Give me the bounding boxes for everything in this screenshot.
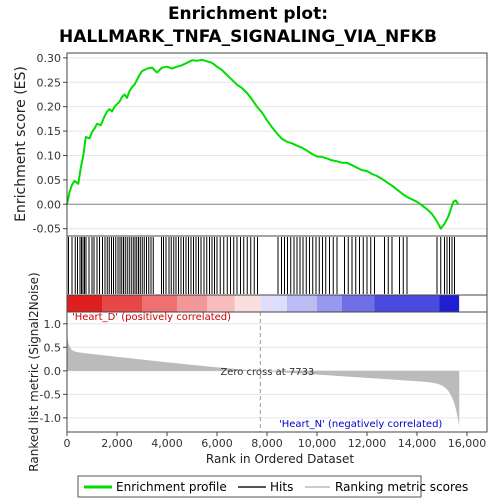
x-tick-label: 12,000 [348, 437, 387, 450]
heat-bar-end [459, 295, 487, 312]
heat-segment [234, 295, 261, 312]
heat-segment [287, 295, 317, 312]
es-y-tick-label: 0.25 [37, 76, 62, 89]
x-tick-label: 14,000 [398, 437, 437, 450]
es-panel-background [67, 53, 487, 236]
es-y-axis-label: Enrichment score (ES) [13, 66, 29, 222]
heat-segment [439, 295, 460, 312]
legend-label-enrichment-profile: Enrichment profile [116, 480, 227, 494]
heat-segment [177, 295, 207, 312]
x-tick-label: 16,000 [448, 437, 487, 450]
es-y-tick-label: -0.05 [33, 223, 61, 236]
ranking-heat-bar [67, 295, 487, 312]
heat-segment [67, 295, 102, 312]
enrichment-profile-line [66, 58, 460, 230]
positive-correlation-label: 'Heart_D' (positively correlated) [72, 312, 231, 323]
es-y-tick-label: 0.10 [37, 149, 62, 162]
chart-title-line2: HALLMARK_TNFA_SIGNALING_VIA_NFKB [59, 27, 437, 47]
chart-title-line1: Enrichment plot: [168, 4, 328, 24]
heat-segment [142, 295, 177, 312]
metric-y-tick-label: 0.5 [44, 341, 62, 354]
es-y-tick-label: 0.15 [37, 125, 62, 138]
x-tick-label: 6,000 [201, 437, 233, 450]
metric-y-ticks: -1.0 -0.5 0.0 0.5 1.0 [40, 318, 67, 425]
heat-segment [102, 295, 142, 312]
hit-markers [68, 237, 455, 294]
x-tick-label: 8,000 [251, 437, 283, 450]
es-y-ticks: -0.05 0.00 0.05 0.10 0.15 0.20 0.25 0.30 [33, 52, 67, 236]
heat-segment [207, 295, 235, 312]
x-tick-label: 2,000 [101, 437, 133, 450]
es-y-tick-label: 0.20 [37, 101, 62, 114]
negative-correlation-label: 'Heart_N' (negatively correlated) [279, 419, 442, 430]
heat-segment [342, 295, 375, 312]
legend-label-hits: Hits [270, 480, 293, 494]
metric-y-tick-label: -0.5 [40, 388, 61, 401]
hits-panel-background [67, 236, 487, 295]
x-tick-label: 0 [64, 437, 71, 450]
metric-y-tick-label: -1.0 [40, 412, 61, 425]
es-y-tick-label: 0.30 [37, 52, 62, 65]
zero-cross-label: Zero cross at 7733 [220, 367, 314, 378]
metric-y-axis-label: Ranked list metric (Signal2Noise) [27, 272, 41, 471]
es-y-tick-label: 0.00 [37, 198, 62, 211]
heat-segment [374, 295, 440, 312]
legend-label-ranking-metric: Ranking metric scores [335, 480, 468, 494]
x-tick-label: 10,000 [298, 437, 337, 450]
heat-segment [317, 295, 342, 312]
es-y-tick-label: 0.05 [37, 174, 62, 187]
legend: Enrichment profile Hits Ranking metric s… [77, 475, 468, 498]
x-axis-ticks: 0 2,000 4,000 6,000 8,000 10,000 12,000 14,000 1… [64, 432, 487, 450]
heat-segment [260, 295, 287, 312]
x-axis-label: Rank in Ordered Dataset [206, 452, 354, 466]
metric-y-tick-label: 0.0 [44, 365, 62, 378]
metric-panel-frame [66, 311, 488, 433]
x-tick-label: 4,000 [151, 437, 183, 450]
metric-y-tick-label: 1.0 [44, 318, 62, 331]
